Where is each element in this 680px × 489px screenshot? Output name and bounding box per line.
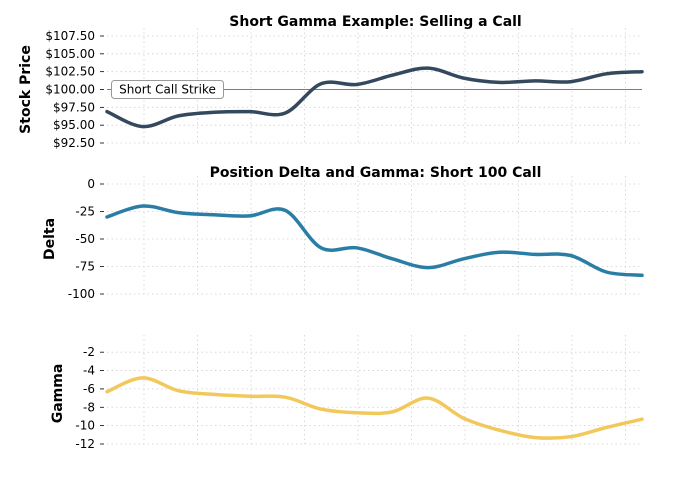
y-tick-label: $107.50 — [45, 29, 95, 43]
y-tick-label: -50 — [75, 232, 95, 246]
y-tick-label: -6 — [83, 382, 95, 396]
y-tick-label: -25 — [75, 205, 95, 219]
panel-title: Position Delta and Gamma: Short 100 Call — [210, 165, 542, 181]
annotation-label: Short Call Strike — [119, 83, 216, 97]
y-tick-label: -10 — [75, 419, 95, 433]
y-tick-label: $100.00 — [45, 83, 95, 97]
panel-2: 0 -25 -50 -75 -100 Position Delta and Gamma: … — [42, 165, 644, 301]
y-tick-label: -12 — [75, 437, 95, 451]
annotation-box — [111, 80, 224, 99]
panel-1: $92.50 $95.00 $97.50 $100.00 $102.50 $105.00 $… — [18, 14, 644, 150]
y-tick-label: -4 — [83, 364, 95, 378]
y-tick-label: -8 — [83, 400, 95, 414]
y-tick-label: $97.50 — [53, 100, 95, 114]
y-tick-label: -100 — [68, 287, 95, 301]
y-axis-label: Gamma — [50, 364, 66, 424]
series-line-1 — [105, 204, 644, 278]
y-tick-label: $95.00 — [53, 118, 95, 132]
y-tick-label: $92.50 — [53, 136, 95, 150]
y-tick-label: -75 — [75, 260, 95, 274]
series-line-1 — [105, 376, 644, 440]
panel-title: Short Gamma Example: Selling a Call — [229, 14, 521, 30]
y-axis-label: Delta — [42, 218, 58, 260]
y-tick-label: 0 — [87, 177, 95, 191]
y-axis-label: Stock Price — [18, 45, 34, 134]
panel-3: -2 -4 -6 -8 -10 -12 Gamma — [50, 335, 644, 451]
y-tick-label: -2 — [83, 345, 95, 359]
y-tick-label: $102.50 — [45, 65, 95, 79]
series-line-1 — [105, 66, 644, 129]
y-tick-label: $105.00 — [45, 47, 95, 61]
